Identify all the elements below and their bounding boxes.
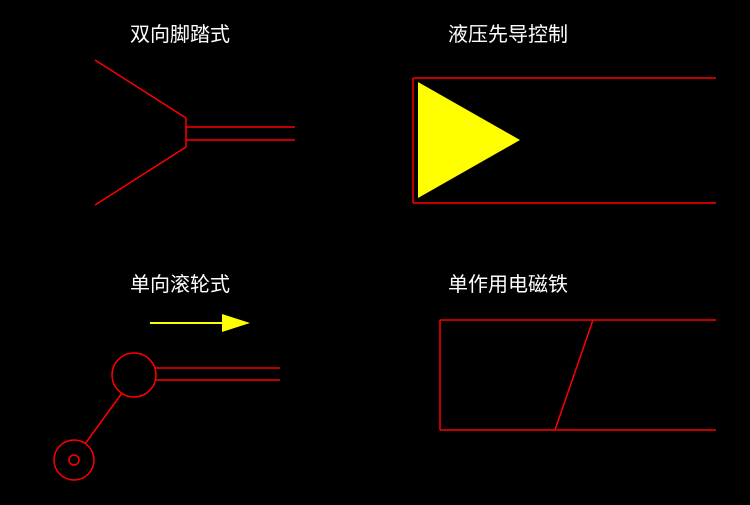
diagram-canvas [0, 0, 750, 505]
symbol-single-roller [54, 314, 280, 480]
symbol-pilot-hydraulic [413, 78, 716, 203]
symbol-solenoid [440, 320, 716, 430]
symbol-bidir-pedal [95, 60, 295, 205]
